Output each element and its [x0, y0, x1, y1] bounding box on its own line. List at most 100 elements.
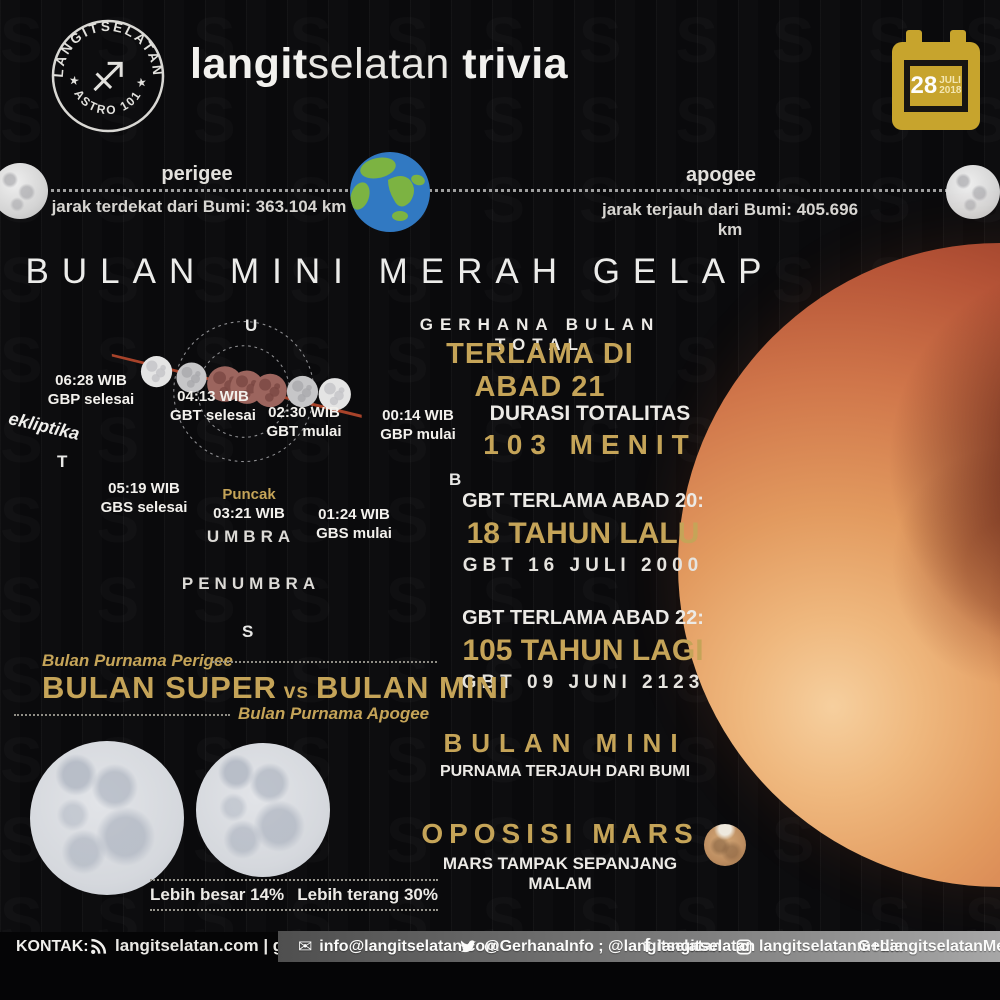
mini-moon	[196, 743, 330, 877]
event-phase: GBP selesai	[47, 391, 135, 408]
twitter-handles: @GerhanaInfo ; @langitselatan	[484, 937, 722, 955]
fact-abad22: GBT TERLAMA ABAD 22: 105 TAHUN LAGI GBT …	[443, 607, 723, 694]
apogee-note: Bulan Purnama Apogee	[238, 704, 430, 723]
fact-value: 103 MENIT	[483, 429, 697, 460]
fact-value: 105 TAHUN LAGI	[462, 634, 704, 667]
comparison-vs: vs	[276, 680, 316, 703]
calendar-frame: 28 JULI 2018	[904, 60, 968, 112]
apogee-detail: jarak terjauh dari Bumi: 405.696 km	[601, 200, 859, 239]
event-phase: GBS selesai	[100, 499, 188, 516]
fact-detail: MARS TAMPAK SEPANJANG MALAM	[442, 854, 678, 893]
event-phase: GBT mulai	[266, 423, 342, 440]
stat-size: Lebih besar 14%	[150, 885, 285, 904]
event-phase: GBP mulai	[380, 426, 456, 443]
googleplus-text: G+LangitselatanMedia	[858, 937, 1000, 955]
orbit-dotted-line	[20, 189, 972, 192]
brand-suffix: trivia	[449, 40, 569, 88]
fact-detail: GBT 16 JULI 2000	[462, 555, 704, 576]
eclipse-heading-line1: GERHANA BULAN TOTAL	[419, 315, 661, 354]
eclipse-event-gbs-mulai: 01:24 WIB GBS mulai	[316, 505, 392, 543]
fact-detail: GBT 09 JUNI 2123	[461, 672, 705, 693]
compass-west: B	[449, 470, 462, 489]
eclipse-event-puncak: Puncak 03:21 WIB	[213, 485, 285, 523]
calendar-date: 28 JULI 2018	[910, 66, 962, 106]
eclipse-diagram	[111, 321, 362, 463]
fact-title: GBT TERLAMA ABAD 20:	[462, 490, 704, 512]
rss-icon	[91, 938, 107, 954]
fact-title: DURASI TOTALITAS	[489, 402, 691, 425]
compass-north: U	[245, 316, 258, 335]
event-time: 02:30 WIB	[268, 404, 340, 421]
googleplus-link[interactable]: G+LangitselatanMedia	[858, 931, 1000, 962]
langitselatan-badge-logo: LANGITSELATAN ★ ASTRO 101 ★ ♐	[51, 19, 165, 133]
brand-bold: langit	[190, 40, 308, 88]
dotted-leader-bottom	[14, 714, 230, 716]
main-title: BULAN MINI MERAH GELAP	[25, 252, 775, 291]
calendar-icon: 28 JULI 2018	[892, 30, 980, 132]
perigee-moon	[0, 163, 48, 219]
comparison-left: BULAN SUPER	[42, 670, 277, 705]
calendar-body: 28 JULI 2018	[892, 42, 980, 130]
super-moon	[30, 741, 184, 895]
mars-icon	[704, 824, 746, 866]
eclipsed-red-moon-photo	[678, 243, 1000, 887]
eclipse-event-gbt-mulai: 02:30 WIB GBT mulai	[266, 403, 341, 441]
instagram-text: langitselatanmedia	[759, 937, 904, 955]
apogee-label: apogee	[685, 164, 757, 186]
event-time: 05:19 WIB	[108, 480, 180, 497]
apogee-moon	[946, 165, 1000, 219]
fact-durasi: DURASI TOTALITAS 103 MENIT	[450, 402, 730, 461]
facebook-icon: f	[644, 935, 651, 957]
eclipse-event-gbs-selesai: 05:19 WIB GBS selesai	[101, 479, 188, 517]
eclipse-heading-line2: TERLAMA DI ABAD 21	[446, 338, 634, 403]
facebook-text: langitselatan	[657, 937, 756, 955]
fact-title: OPOSISI MARS	[421, 818, 699, 849]
event-time: 04:13 WIB	[177, 388, 249, 405]
event-phase: GBT selesai	[170, 407, 256, 424]
earth-icon	[350, 152, 430, 232]
brand-title: langitselatan trivia	[190, 40, 568, 89]
umbra-label: UMBRA	[206, 527, 296, 546]
comparison-right: BULAN MINI	[315, 670, 509, 705]
perigee-label: perigee	[161, 163, 233, 185]
fact-abad20: GBT TERLAMA ABAD 20: 18 TAHUN LALU GBT 1…	[443, 490, 723, 577]
comparison-stats: Lebih besar 14% Lebih terang 30%	[150, 879, 438, 911]
mail-icon: ✉	[298, 936, 313, 956]
instagram-link[interactable]: langitselatanmedia	[736, 931, 903, 962]
fact-detail: PURNAMA TERJAUH DARI BUMI	[439, 763, 691, 780]
perigee-note: Bulan Purnama Perigee	[42, 651, 233, 670]
event-time: Puncak	[222, 486, 276, 503]
event-phase: 03:21 WIB	[213, 505, 285, 522]
perigee-detail: jarak terdekat dari Bumi: 363.104 km	[51, 197, 347, 216]
facebook-link[interactable]: f langitselatan	[644, 931, 755, 962]
compass-south: S	[242, 622, 254, 641]
email-link[interactable]: ✉ info@langitselatan.com	[298, 931, 499, 962]
twitter-icon	[460, 940, 477, 953]
footer-social-strip: ✉ info@langitselatan.com @GerhanaInfo ; …	[278, 931, 1000, 962]
stat-brightness: Lebih terang 30%	[297, 885, 438, 904]
event-time: 06:28 WIB	[55, 372, 127, 389]
email-text: info@langitselatan.com	[319, 937, 500, 955]
event-time: 00:14 WIB	[382, 407, 454, 424]
fact-bulan-mini: BULAN MINI PURNAMA TERJAUH DARI BUMI	[420, 728, 710, 781]
fact-title: GBT TERLAMA ABAD 22:	[462, 607, 704, 629]
penumbra-label: PENUMBRA	[181, 574, 321, 593]
fact-oposisi-mars: OPOSISI MARS MARS TAMPAK SEPANJANG MALAM	[415, 818, 705, 894]
event-phase: GBS mulai	[316, 525, 392, 542]
comparison-title: BULAN SUPER vs BULAN MINI	[42, 670, 508, 706]
instagram-icon	[736, 939, 752, 954]
dotted-leader-top	[212, 661, 437, 663]
eclipse-event-gbp-selesai: 06:28 WIB GBP selesai	[48, 371, 134, 409]
compass-east: T	[57, 452, 68, 471]
fact-title: BULAN MINI	[443, 728, 687, 758]
calendar-year: 2018	[939, 85, 962, 96]
eclipse-event-gbp-mulai: 00:14 WIB GBP mulai	[380, 406, 456, 444]
sagittarius-centaur-icon: ♐	[90, 56, 126, 100]
kontak-label: KONTAK:	[16, 938, 89, 955]
calendar-month: JULI	[939, 75, 961, 86]
fact-value: 18 TAHUN LALU	[466, 517, 700, 550]
brand-light: selatan	[307, 40, 450, 88]
twitter-link[interactable]: @GerhanaInfo ; @langitselatan	[460, 931, 721, 962]
eclipse-event-gbt-selesai: 04:13 WIB GBT selesai	[170, 387, 256, 425]
